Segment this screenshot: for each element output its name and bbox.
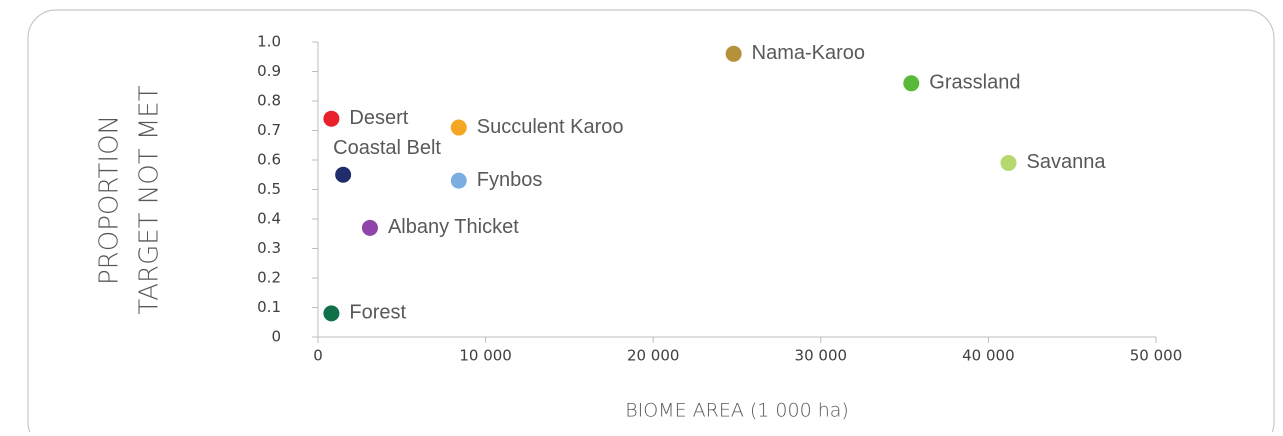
point-label: Fynbos — [477, 169, 543, 191]
y-tick-label: 0.3 — [257, 239, 281, 257]
y-title-group: TARGET NOT MET — [135, 85, 165, 314]
point-label: Albany Thicket — [388, 216, 519, 238]
point — [335, 166, 352, 183]
chart-frame — [27, 9, 1275, 436]
x-tick-label: 50 000 — [1130, 347, 1183, 365]
y-tick-label: 0.7 — [257, 121, 281, 139]
y-tick-label: 0.1 — [257, 298, 281, 316]
point-label: Desert — [349, 107, 408, 129]
point — [450, 172, 467, 189]
point — [450, 119, 467, 136]
point — [323, 305, 340, 322]
x-tick-label: 30 000 — [795, 347, 848, 365]
point — [903, 75, 920, 92]
point-label: Coastal Belt — [333, 137, 441, 159]
point-label: Forest — [349, 302, 406, 324]
y-tick-label: 0.5 — [257, 180, 281, 198]
y-tick-label: 1.0 — [257, 33, 281, 51]
point-label: Succulent Karoo — [477, 116, 624, 138]
y-tick-label: 0 — [271, 328, 281, 346]
point — [361, 219, 378, 236]
x-axis-title: BIOME AREA (1 000 ha) — [625, 400, 849, 422]
x-tick-label: 40 000 — [962, 347, 1015, 365]
y-axis-title: PROPORTION — [95, 115, 125, 285]
y-tick-label: 0.9 — [257, 62, 281, 80]
y-tick-label: 0.6 — [257, 151, 281, 169]
y-title-group: PROPORTION — [95, 115, 125, 285]
y-tick-label: 0.4 — [257, 210, 281, 228]
point-label: Grassland — [929, 72, 1020, 94]
x-tick-label: 20 000 — [627, 347, 680, 365]
point — [725, 45, 742, 62]
y-tick-label: 0.8 — [257, 92, 281, 110]
y-axis-title: TARGET NOT MET — [135, 85, 165, 314]
point — [323, 110, 340, 127]
point-label: Nama-Karoo — [752, 42, 865, 64]
x-tick-label: 0 — [313, 347, 323, 365]
x-tick-label: 10 000 — [459, 347, 512, 365]
y-tick-label: 0.2 — [257, 269, 281, 287]
point-label: Savanna — [1027, 151, 1107, 173]
point — [1000, 154, 1017, 171]
